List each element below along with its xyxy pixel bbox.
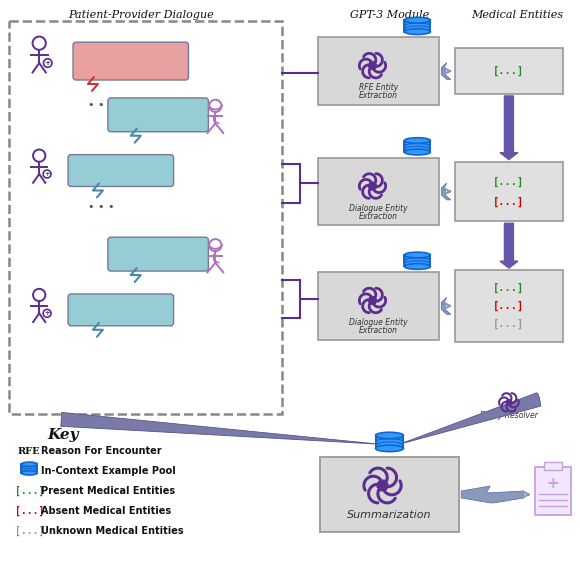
Text: RFE Entity: RFE Entity xyxy=(359,83,398,92)
Text: [...]: [...] xyxy=(14,486,44,496)
Text: In-Context Example Pool: In-Context Example Pool xyxy=(41,466,176,476)
Text: • • •: • • • xyxy=(88,203,114,212)
Ellipse shape xyxy=(376,432,404,439)
Text: Entity Resolver: Entity Resolver xyxy=(480,411,538,420)
FancyBboxPatch shape xyxy=(320,457,459,532)
Text: [...]: [...] xyxy=(14,526,44,536)
Text: Extraction: Extraction xyxy=(359,326,398,335)
FancyArrow shape xyxy=(500,224,518,268)
Text: Dialogue Entity: Dialogue Entity xyxy=(349,204,408,213)
FancyArrow shape xyxy=(500,96,518,160)
Ellipse shape xyxy=(404,29,430,35)
FancyBboxPatch shape xyxy=(404,140,430,152)
Ellipse shape xyxy=(404,23,430,29)
Ellipse shape xyxy=(404,261,430,267)
FancyBboxPatch shape xyxy=(318,157,439,225)
Ellipse shape xyxy=(21,466,37,471)
Text: GPT-3 Module: GPT-3 Module xyxy=(350,10,429,20)
Text: [...]: [...] xyxy=(494,301,524,311)
Ellipse shape xyxy=(404,20,430,26)
FancyBboxPatch shape xyxy=(455,162,563,221)
Polygon shape xyxy=(400,393,541,444)
FancyBboxPatch shape xyxy=(318,37,439,105)
FancyBboxPatch shape xyxy=(404,255,430,267)
Ellipse shape xyxy=(376,442,404,448)
Ellipse shape xyxy=(376,445,404,452)
Text: Patient-Provider Dialogue: Patient-Provider Dialogue xyxy=(68,10,213,20)
Text: RFE: RFE xyxy=(18,447,41,456)
Polygon shape xyxy=(60,413,379,444)
Ellipse shape xyxy=(404,252,430,258)
Polygon shape xyxy=(441,63,451,79)
Ellipse shape xyxy=(404,138,430,143)
Ellipse shape xyxy=(21,469,37,473)
Text: Key: Key xyxy=(48,428,79,442)
Text: +: + xyxy=(45,60,51,66)
FancyBboxPatch shape xyxy=(376,435,404,448)
Text: Summarization: Summarization xyxy=(347,511,432,520)
Text: +: + xyxy=(44,310,50,316)
Ellipse shape xyxy=(21,471,37,475)
Ellipse shape xyxy=(404,26,430,32)
FancyBboxPatch shape xyxy=(535,467,571,515)
Text: [...]: [...] xyxy=(494,319,524,329)
Text: +: + xyxy=(546,475,559,491)
FancyBboxPatch shape xyxy=(21,464,37,473)
Text: [...]: [...] xyxy=(494,196,524,207)
Text: Medical Entities: Medical Entities xyxy=(471,10,563,20)
FancyBboxPatch shape xyxy=(544,462,561,470)
Ellipse shape xyxy=(21,462,37,466)
Text: [...]: [...] xyxy=(494,283,524,293)
Ellipse shape xyxy=(404,264,430,269)
FancyBboxPatch shape xyxy=(73,42,188,80)
Polygon shape xyxy=(461,486,524,503)
Text: Present Medical Entities: Present Medical Entities xyxy=(41,486,175,496)
Text: [...]: [...] xyxy=(494,66,524,76)
FancyBboxPatch shape xyxy=(455,48,563,94)
Text: [...]: [...] xyxy=(494,177,524,187)
FancyBboxPatch shape xyxy=(68,294,173,326)
Ellipse shape xyxy=(404,258,430,264)
Polygon shape xyxy=(441,183,451,200)
Ellipse shape xyxy=(21,464,37,469)
FancyBboxPatch shape xyxy=(318,272,439,340)
Text: Absent Medical Entities: Absent Medical Entities xyxy=(41,506,171,516)
Text: Dialogue Entity: Dialogue Entity xyxy=(349,318,408,327)
Ellipse shape xyxy=(404,140,430,147)
FancyBboxPatch shape xyxy=(108,98,208,132)
Text: Reason For Encounter: Reason For Encounter xyxy=(41,446,162,456)
Ellipse shape xyxy=(404,18,430,23)
Polygon shape xyxy=(441,297,451,314)
Ellipse shape xyxy=(404,255,430,261)
FancyBboxPatch shape xyxy=(455,270,563,342)
Text: +: + xyxy=(44,171,50,177)
Ellipse shape xyxy=(376,439,404,445)
Ellipse shape xyxy=(404,143,430,149)
Ellipse shape xyxy=(404,149,430,155)
FancyBboxPatch shape xyxy=(68,155,173,186)
Text: Extraction: Extraction xyxy=(359,92,398,100)
Text: Extraction: Extraction xyxy=(359,212,398,221)
FancyBboxPatch shape xyxy=(404,20,430,32)
Ellipse shape xyxy=(376,435,404,442)
FancyBboxPatch shape xyxy=(108,237,208,271)
Text: [...]: [...] xyxy=(14,506,44,516)
Text: Unknown Medical Entities: Unknown Medical Entities xyxy=(41,526,184,536)
Ellipse shape xyxy=(404,147,430,152)
Text: • • •: • • • xyxy=(88,100,114,110)
